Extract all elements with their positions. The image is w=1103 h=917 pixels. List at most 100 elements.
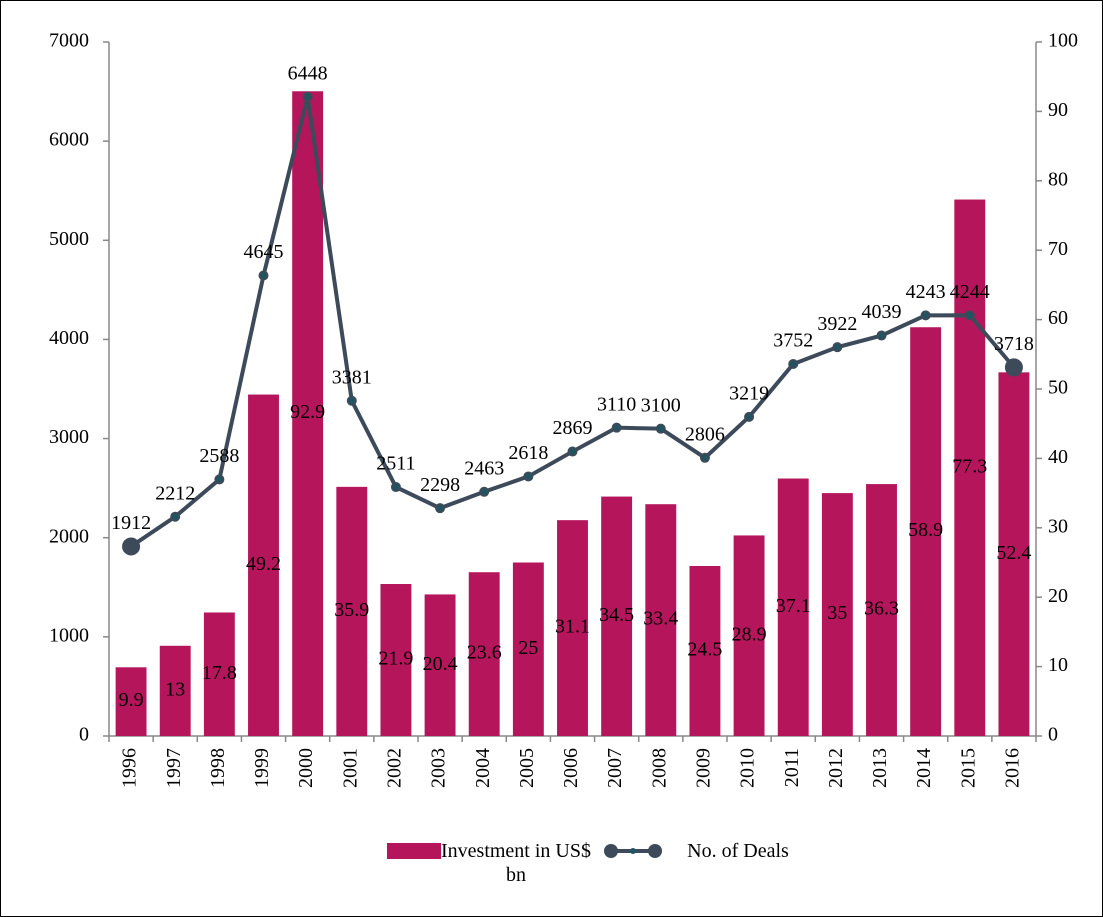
line-marker [920,310,931,321]
bar [380,584,412,736]
y-tick-label: 6000 [49,129,89,151]
x-tick-label: 2013 [869,748,891,788]
line-marker [523,471,534,482]
bar [424,594,456,736]
line-value-label: 4645 [244,241,284,263]
x-tick-label: 2016 [1002,748,1024,788]
y2-tick-label: 100 [1048,30,1078,52]
line-marker [302,91,313,102]
x-tick-label: 2002 [384,748,406,788]
line-value-label: 4243 [906,281,946,303]
bar-value-label: 24.5 [687,639,722,661]
y2-tick-label: 30 [1048,515,1068,537]
line-marker [744,411,755,422]
y-tick-label: 5000 [49,228,89,250]
legend-label: Investment in US$ bn [441,840,591,886]
bar-value-label: 58.9 [908,519,943,541]
line-value-label: 2463 [464,457,504,479]
line-value-label: 6448 [288,62,328,84]
line-value-label: 4039 [862,301,902,323]
y2-tick-label: 40 [1048,446,1068,468]
bar-value-label: 28.9 [732,623,767,645]
legend-swatch-marker [630,848,636,854]
line-marker [699,452,710,463]
line-value-label: 3922 [817,313,857,335]
bar [998,372,1030,736]
line-value-label: 2298 [420,474,460,496]
y-tick-label: 1000 [49,624,89,646]
bar-value-label: 35 [827,602,847,624]
line-marker [435,503,446,514]
y2-tick-label: 50 [1048,377,1068,399]
x-tick-label: 2015 [957,748,979,788]
legend-swatch-marker [648,844,662,858]
bar-value-label: 34.5 [599,604,634,626]
bar-value-label: 49.2 [246,553,281,575]
line-marker [170,511,181,522]
line-value-label: 3752 [773,330,813,352]
bar [733,535,765,736]
bar-value-label: 23.6 [467,642,502,664]
line-value-label: 3381 [332,366,372,388]
legend: Investment in US$ bn No. of Deals [381,839,813,887]
bar [468,572,500,736]
bar-value-label: 25 [518,637,538,659]
bar [557,520,588,736]
y2-tick-label: 10 [1048,654,1068,676]
legend-swatch [604,844,662,858]
y-tick-label: 3000 [49,426,89,448]
bar [777,478,809,736]
line-value-label: 2618 [508,442,548,464]
y2-tick-label: 20 [1048,585,1068,607]
bar-value-label: 92.9 [290,401,325,423]
line-marker [567,446,578,457]
line-marker [832,342,843,353]
line-value-label: 2588 [199,445,239,467]
bar-value-label: 33.4 [643,608,678,630]
bar-value-label: 37.1 [776,595,811,617]
bar-value-label: 17.8 [202,662,237,684]
line-marker [788,359,799,370]
bar-value-label: 9.9 [119,689,144,711]
line-marker [655,423,666,434]
chart: 0 1000 2000 3000 4000 5000 6000 7000 0 10 20 30 40 50… [49,30,1078,788]
legend-swatch-marker [604,844,618,858]
line-value-label: 2869 [553,417,593,439]
legend-item: Investment in US$ bn [381,839,591,887]
legend-item: No. of Deals [603,839,813,887]
x-tick-label: 2012 [825,748,847,788]
bar [954,199,986,737]
x-tick-label: 1997 [163,748,185,788]
bar [159,645,191,736]
line-value-label: 4244 [950,281,990,303]
bar [821,493,853,736]
y-tick-label: 7000 [49,30,89,52]
line-marker [964,310,975,321]
bar-value-label: 20.4 [423,653,458,675]
line-marker [390,482,401,493]
x-tick-label: 2005 [516,748,538,788]
bar [512,562,544,736]
line-marker [611,422,622,433]
line-marker [214,474,225,485]
x-tick-label: 2003 [428,748,450,788]
bar-value-label: 21.9 [378,648,413,670]
line-value-label: 3219 [729,382,769,404]
line-value-label: 2806 [685,423,725,445]
y2-tick-label: 90 [1048,99,1068,121]
line-value-label: 3718 [994,333,1034,355]
bar-value-label: 52.4 [996,542,1031,564]
y-tick-label: 2000 [49,525,89,547]
line-value-label: 1912 [111,512,151,534]
line-value-label: 3100 [641,394,681,416]
bar [910,327,942,736]
line-value-label: 2212 [155,482,195,504]
bar-value-label: 13 [165,678,185,700]
legend-swatch [387,843,441,859]
y2-tick-label: 70 [1048,238,1068,260]
x-tick-label: 2011 [781,748,803,787]
y2-tick-label: 0 [1048,724,1058,746]
line-marker [258,270,269,281]
bar [601,496,633,736]
line-marker [1004,358,1023,377]
